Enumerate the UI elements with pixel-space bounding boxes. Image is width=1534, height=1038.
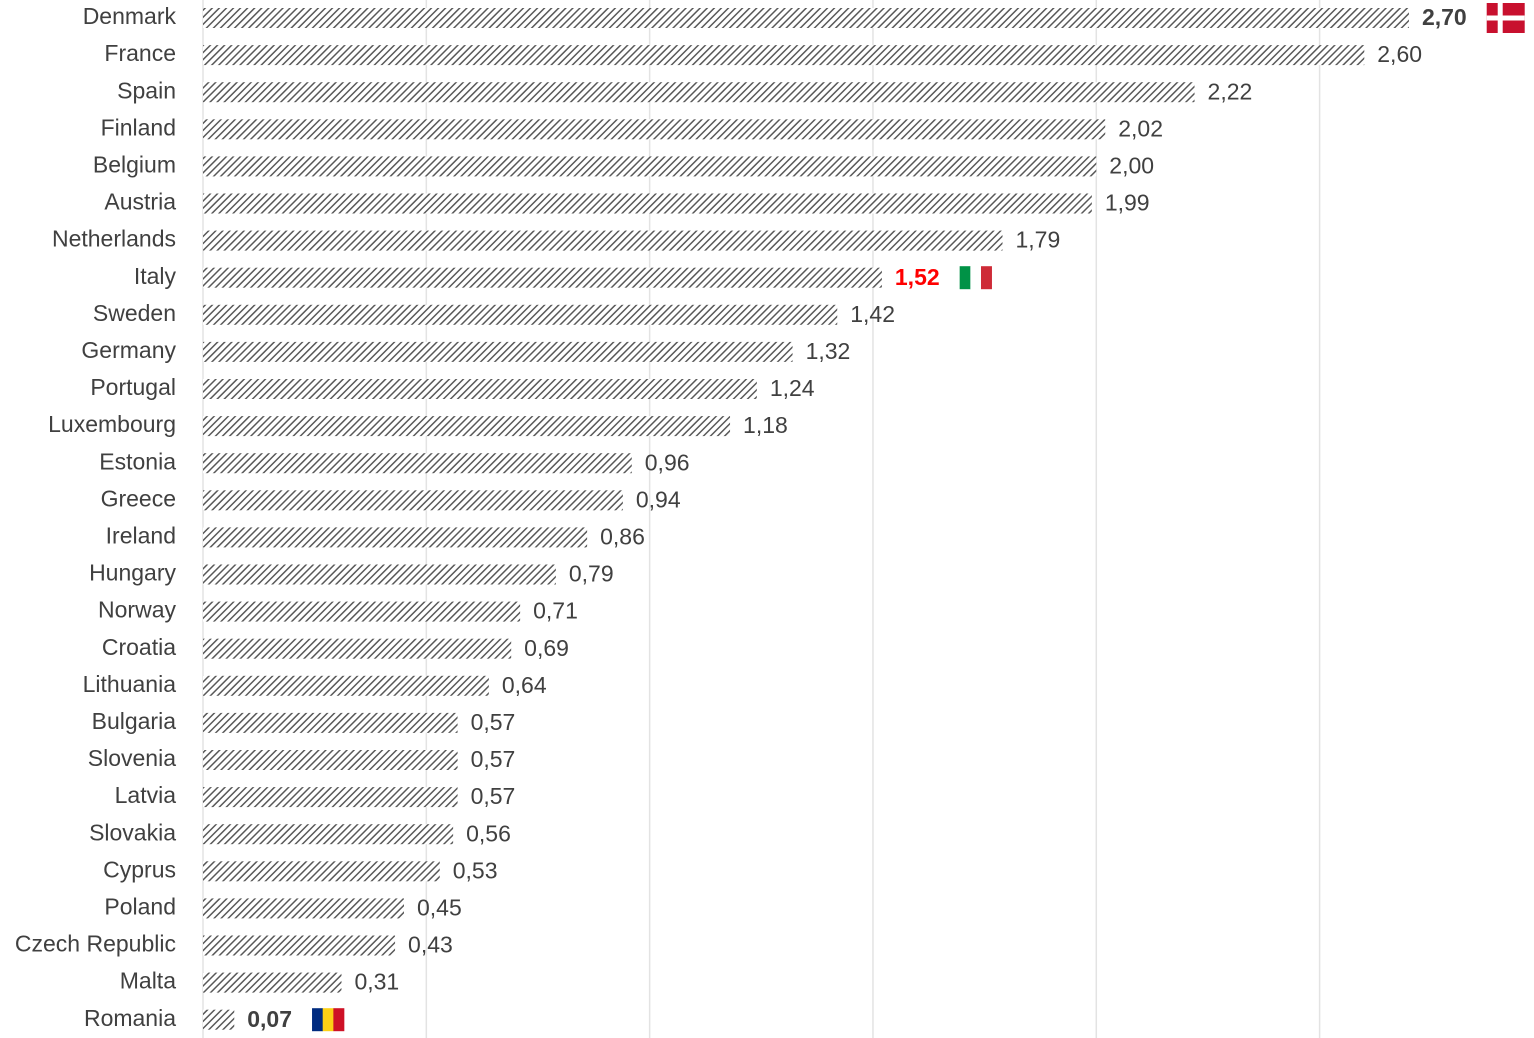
value-label: 0,57: [471, 783, 516, 809]
bar: [203, 8, 1409, 28]
category-label: Sweden: [93, 300, 176, 326]
bar: [203, 453, 632, 474]
value-label: 2,60: [1377, 41, 1422, 67]
bar: [203, 638, 512, 659]
value-label: 0,31: [354, 969, 399, 995]
bar: [203, 972, 342, 993]
value-label: 0,53: [453, 857, 498, 883]
category-label: Estonia: [99, 448, 176, 474]
value-label: 1,18: [743, 412, 788, 438]
value-label: 2,22: [1208, 78, 1253, 104]
value-label: 0,57: [471, 746, 516, 772]
category-label: Czech Republic: [15, 931, 176, 957]
category-label: Croatia: [102, 634, 176, 660]
bar: [203, 935, 396, 956]
category-label: Lithuania: [83, 671, 177, 697]
bar: [203, 193, 1092, 214]
bar: [203, 1009, 235, 1030]
flag: [1486, 3, 1525, 33]
bar: [203, 341, 793, 362]
bar: [203, 379, 757, 399]
category-label: Netherlands: [52, 226, 176, 252]
bar: [203, 712, 458, 733]
value-label: 0,57: [471, 709, 516, 735]
value-label: 2,02: [1118, 115, 1163, 141]
category-label: Cyprus: [103, 856, 176, 882]
category-label: Poland: [104, 893, 176, 919]
bar: [203, 230, 1003, 251]
value-label: 0,79: [569, 561, 614, 587]
bar: [203, 824, 454, 845]
category-label: Romania: [84, 1005, 176, 1031]
category-label: Ireland: [106, 522, 176, 548]
value-label: 0,69: [524, 635, 569, 661]
flag: [312, 1008, 345, 1032]
category-label: France: [104, 40, 176, 66]
value-label: 1,32: [806, 338, 851, 364]
category-label: Finland: [101, 114, 176, 140]
value-label: 0,07: [247, 1006, 292, 1032]
value-label: 0,64: [502, 672, 547, 698]
bar: [203, 898, 404, 919]
category-label: Malta: [120, 968, 176, 994]
bar: [203, 416, 731, 437]
category-label: Norway: [98, 597, 176, 623]
value-label: 0,56: [466, 820, 511, 846]
bar: [203, 564, 556, 585]
bar: [203, 82, 1195, 103]
bar: [203, 601, 521, 622]
value-label: 0,43: [408, 932, 453, 958]
bar: [203, 119, 1106, 140]
category-label: Luxembourg: [48, 411, 176, 437]
bar: [203, 787, 458, 808]
category-label: Austria: [104, 189, 176, 215]
category-label: Italy: [134, 263, 177, 289]
category-label: Spain: [117, 77, 176, 103]
category-label: Greece: [101, 485, 176, 511]
bar: [203, 490, 623, 511]
bar: [203, 861, 440, 882]
flag-stripe: [333, 1008, 345, 1032]
category-label: Bulgaria: [92, 708, 177, 734]
value-label: 1,79: [1015, 227, 1060, 253]
value-label: 0,86: [600, 523, 645, 549]
bar: [203, 304, 838, 325]
flag-stripe: [322, 1008, 334, 1032]
bar: [203, 750, 458, 770]
category-label: Latvia: [115, 782, 177, 808]
flag-stripe: [970, 266, 982, 290]
value-label: 0,96: [645, 449, 690, 475]
flag-stripe: [312, 1008, 323, 1032]
category-label: Belgium: [93, 151, 176, 177]
flag: [959, 266, 992, 290]
value-label: 2,00: [1109, 152, 1154, 178]
category-label: Slovakia: [89, 819, 176, 845]
value-label: 1,42: [850, 301, 895, 327]
flag-cross: [1486, 15, 1525, 21]
category-label: Slovenia: [88, 745, 176, 771]
bar: [203, 527, 588, 548]
value-label: 1,24: [770, 375, 815, 401]
category-label: Hungary: [89, 560, 176, 586]
value-label: 2,70: [1422, 4, 1467, 30]
flag-stripe: [959, 266, 971, 290]
value-label: 1,52: [895, 264, 940, 290]
category-label: Portugal: [90, 374, 176, 400]
bar: [203, 45, 1365, 66]
bar: [203, 156, 1097, 177]
value-label: 0,45: [417, 894, 462, 920]
value-label: 0,94: [636, 486, 681, 512]
value-label: 1,99: [1105, 190, 1150, 216]
value-label: 0,71: [533, 598, 578, 624]
bar: [203, 267, 882, 288]
category-label: Germany: [81, 337, 176, 363]
flag-stripe: [980, 266, 992, 290]
bar: [203, 675, 489, 696]
category-label: Denmark: [83, 3, 177, 29]
